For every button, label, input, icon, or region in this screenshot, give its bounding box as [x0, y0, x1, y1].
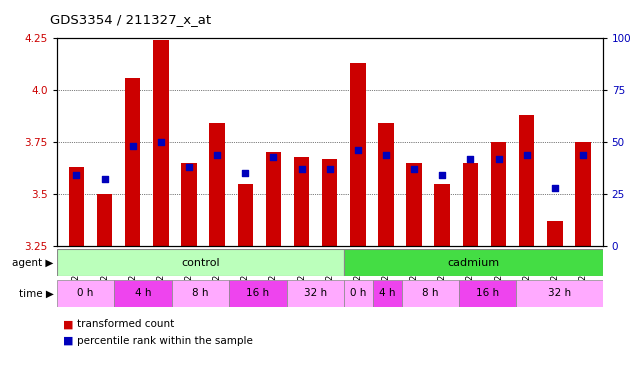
- Point: [127, 143, 138, 149]
- Point: [578, 151, 588, 157]
- Bar: [237, 184, 253, 246]
- Point: [100, 176, 110, 182]
- Bar: [125, 78, 141, 246]
- Text: 0 h: 0 h: [350, 288, 367, 298]
- Text: 16 h: 16 h: [476, 288, 499, 298]
- Bar: [322, 159, 338, 246]
- Text: 32 h: 32 h: [304, 288, 327, 298]
- Bar: [516, 280, 603, 307]
- Point: [493, 156, 504, 162]
- Bar: [406, 163, 422, 246]
- Bar: [344, 249, 603, 276]
- Point: [71, 172, 81, 178]
- Bar: [229, 280, 286, 307]
- Text: agent ▶: agent ▶: [12, 258, 54, 268]
- Text: ■: ■: [63, 319, 74, 329]
- Bar: [547, 221, 562, 246]
- Bar: [69, 167, 84, 246]
- Text: ■: ■: [63, 336, 74, 346]
- Text: GDS3354 / 211327_x_at: GDS3354 / 211327_x_at: [50, 13, 211, 26]
- Bar: [266, 152, 281, 246]
- Bar: [435, 184, 450, 246]
- Bar: [378, 123, 394, 246]
- Bar: [344, 280, 373, 307]
- Text: 8 h: 8 h: [192, 288, 209, 298]
- Point: [353, 147, 363, 154]
- Bar: [401, 280, 459, 307]
- Bar: [172, 280, 229, 307]
- Point: [268, 154, 278, 160]
- Point: [437, 172, 447, 178]
- Point: [184, 164, 194, 170]
- Bar: [114, 280, 172, 307]
- Text: 4 h: 4 h: [379, 288, 396, 298]
- Bar: [286, 280, 344, 307]
- Text: 32 h: 32 h: [548, 288, 571, 298]
- Bar: [491, 142, 506, 246]
- Bar: [57, 249, 344, 276]
- Text: 4 h: 4 h: [135, 288, 151, 298]
- Text: control: control: [181, 258, 220, 268]
- Bar: [181, 163, 197, 246]
- Point: [240, 170, 251, 176]
- Text: time ▶: time ▶: [19, 288, 54, 298]
- Point: [212, 151, 222, 157]
- Bar: [350, 63, 365, 246]
- Text: 8 h: 8 h: [422, 288, 439, 298]
- Point: [465, 156, 475, 162]
- Bar: [459, 280, 516, 307]
- Point: [550, 185, 560, 191]
- Point: [522, 151, 532, 157]
- Point: [381, 151, 391, 157]
- Bar: [575, 142, 591, 246]
- Bar: [57, 280, 114, 307]
- Bar: [519, 115, 534, 246]
- Text: cadmium: cadmium: [447, 258, 499, 268]
- Bar: [463, 163, 478, 246]
- Bar: [373, 280, 401, 307]
- Text: transformed count: transformed count: [77, 319, 174, 329]
- Bar: [294, 157, 309, 246]
- Bar: [209, 123, 225, 246]
- Point: [156, 139, 166, 145]
- Text: 16 h: 16 h: [246, 288, 269, 298]
- Point: [325, 166, 335, 172]
- Bar: [97, 194, 112, 246]
- Point: [409, 166, 419, 172]
- Point: [297, 166, 307, 172]
- Bar: [153, 40, 168, 246]
- Text: 0 h: 0 h: [78, 288, 94, 298]
- Text: percentile rank within the sample: percentile rank within the sample: [77, 336, 253, 346]
